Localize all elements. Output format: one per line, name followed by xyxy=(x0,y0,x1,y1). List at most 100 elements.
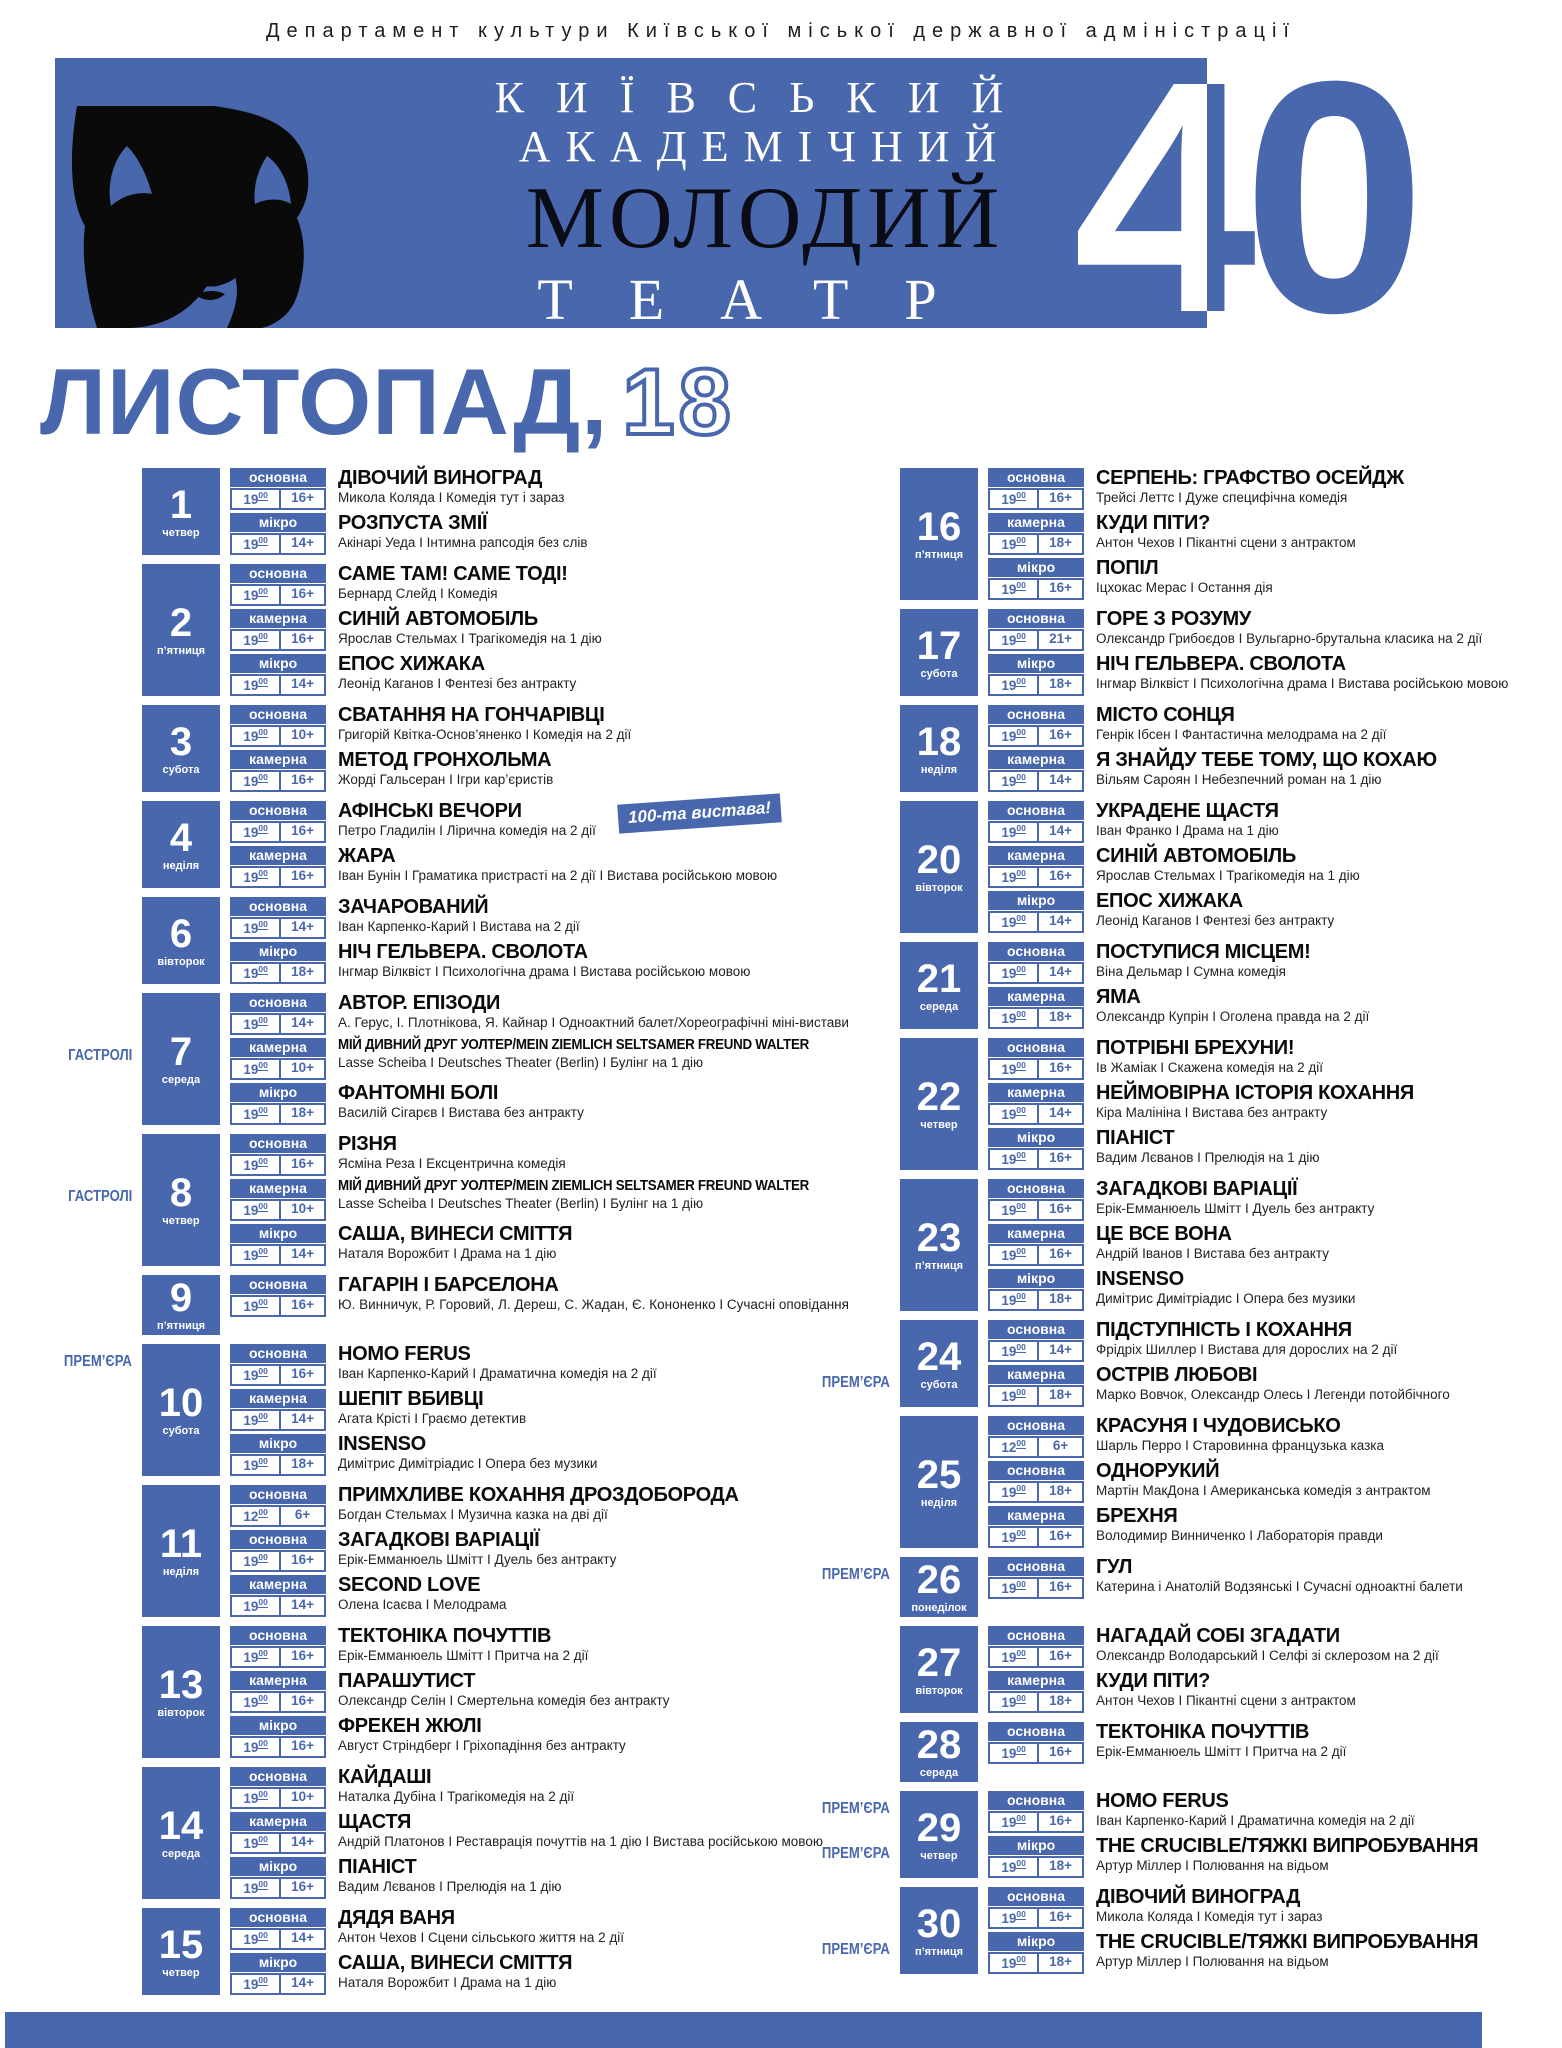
stage-name-label: мікро xyxy=(230,1857,326,1876)
stage-tag: камерна 1900 18+ xyxy=(988,513,1084,555)
age-rating: 10+ xyxy=(291,1060,315,1075)
show-description: Інгмар Вілквіст І Психологічна драма І В… xyxy=(1096,676,1509,692)
show-time-minutes: 00 xyxy=(258,1366,268,1377)
show-description: Вадим Лєванов І Прелюдія на 1 дію xyxy=(338,1879,562,1895)
show-time: 1900 xyxy=(232,676,282,694)
show-title: МІЙ ДИВНИЙ ДРУГ УОЛТЕР/MEIN ZIEMLICH SEL… xyxy=(338,1037,809,1053)
show-description: Ярослав Стельмах І Трагікомедія на 1 дію xyxy=(1096,868,1360,884)
show-time: 1900 xyxy=(990,1648,1040,1666)
stage-name-label: основна xyxy=(988,1416,1084,1435)
stage-tag: камерна 1900 14+ xyxy=(988,750,1084,792)
month-title: ЛИСТОПАД, 18 xyxy=(40,347,735,456)
show-title: ГОРЕ З РОЗУМУ xyxy=(1096,608,1251,630)
show-time: 1900 xyxy=(990,1291,1040,1309)
day-row: 17 субота основна 1900 21+ ГОРЕ З РОЗУМУ Олекс… xyxy=(798,609,1532,696)
show-entry: мікро 1900 18+ INSENSO Димітрис Димітріадис … xyxy=(230,1434,774,1476)
day-box: 9 п’ятниця xyxy=(142,1275,220,1335)
schedule-column-left: 1 четвер основна 1900 16+ ДІВОЧИЙ ВИНОГРАД Мик… xyxy=(40,468,849,1995)
day-box: 10 субота xyxy=(142,1344,220,1476)
show-text: INSENSO Димітрис Димітріадис І Опера без … xyxy=(338,1434,774,1472)
stage-meta: 1900 16+ xyxy=(230,1364,326,1386)
age-rating: 14+ xyxy=(291,1246,315,1261)
show-title: ЖАРА xyxy=(338,845,396,867)
show-description: А. Герус, І. Плотнікова, Я. Кайнар І Одн… xyxy=(338,1015,849,1031)
stage-tag: камерна 1900 14+ xyxy=(230,1812,326,1854)
show-time: 1900 xyxy=(990,1105,1040,1123)
show-entry: камерна 1900 16+ СИНІЙ АВТОМОБІЛЬ Ярослав Ст… xyxy=(988,846,1532,888)
show-text: ФАНТОМНІ БОЛІ Василій Сігарєв І Вистава б… xyxy=(338,1083,850,1121)
show-description: Шарль Перро І Старовинна французька казк… xyxy=(1096,1438,1384,1454)
show-description: Ю. Винничук, Р. Горовий, Л. Дереш, С. Жа… xyxy=(338,1297,849,1313)
stage-tag: мікро 1900 16+ xyxy=(988,558,1084,600)
age-rating: 16+ xyxy=(291,1648,315,1663)
day-weekday: субота xyxy=(920,667,958,680)
stage-name-label: основна xyxy=(988,1038,1084,1057)
day-number: 11 xyxy=(159,1522,203,1566)
show-text: ТЕКТОНІКА ПОЧУТТІВ Ерік-Емманюель Шмітт І… xyxy=(1096,1722,1532,1760)
show-title: ЗАГАДКОВІ ВАРІАЦІЇ xyxy=(1096,1178,1298,1200)
day-row: 1 четвер основна 1900 16+ ДІВОЧИЙ ВИНОГРАД Мик… xyxy=(40,468,774,555)
show-text: КРАСУНЯ І ЧУДОВИСЬКО Шарль Перро І Старов… xyxy=(1096,1416,1532,1454)
day-box: 16 п’ятниця xyxy=(900,468,978,600)
show-time-minutes: 00 xyxy=(1016,1954,1026,1965)
stage-meta: 1900 16+ xyxy=(988,1526,1084,1548)
show-title: САША, ВИНЕСИ СМІТТЯ xyxy=(338,1223,573,1245)
stage-meta: 1900 14+ xyxy=(230,1973,326,1995)
show-description: Володимир Винниченко І Лабораторія правд… xyxy=(1096,1528,1383,1544)
show-time-minutes: 00 xyxy=(258,964,268,975)
stage-name-label: мікро xyxy=(988,1128,1084,1147)
stage-meta: 1900 18+ xyxy=(988,1952,1084,1974)
show-title: ПІАНІСТ xyxy=(338,1856,417,1878)
show-description: Іван Бунін І Граматика пристрасті на 2 д… xyxy=(338,868,778,884)
show-time-minutes: 00 xyxy=(258,919,268,930)
stage-tag: камерна 1900 16+ xyxy=(230,846,326,888)
show-entry: основна 1900 16+ ТЕКТОНІКА ПОЧУТТІВ Ерік-Емм… xyxy=(230,1626,774,1668)
age-rating: 16+ xyxy=(291,631,315,646)
show-time-minutes: 00 xyxy=(1016,1744,1026,1755)
show-description: Микола Коляда І Комедія тут і зараз xyxy=(338,490,565,506)
month-name: ЛИСТОПАД, xyxy=(40,349,609,454)
show-time: 1900 xyxy=(990,823,1040,841)
day-box: 28 середа xyxy=(900,1722,978,1782)
show-description: Григорій Квітка-Основ’яненко І Комедія н… xyxy=(338,727,632,743)
show-title: ФАНТОМНІ БОЛІ xyxy=(338,1082,499,1104)
show-time-minutes: 00 xyxy=(1016,1648,1026,1659)
show-entry: мікро 1900 18+ ФАНТОМНІ БОЛІ Василій Сігарєв… xyxy=(230,1083,850,1125)
show-entry: мікро 1900 18+ THE CRUCIBLE/ТЯЖКІ ВИПРОБУВА… xyxy=(988,1932,1532,1974)
day-row: 23 п’ятниця основна 1900 16+ ЗАГАДКОВІ ВАРІАЦ… xyxy=(798,1179,1532,1311)
show-title: КРАСУНЯ І ЧУДОВИСЬКО xyxy=(1096,1415,1341,1437)
show-entry: основна 1900 16+ ЗАГАДКОВІ ВАРІАЦІЇ Ерік-Емм… xyxy=(230,1530,774,1572)
age-rating: 6+ xyxy=(294,1507,311,1522)
day-weekday: понеділок xyxy=(911,1602,967,1614)
show-title: ШЕПІТ ВБИВЦІ xyxy=(338,1388,484,1410)
show-text: HOMO FERUS Іван Карпенко-Карий І Драматич… xyxy=(338,1344,774,1382)
stage-tag: основна 1900 16+ xyxy=(988,1626,1084,1668)
show-title: ДІВОЧИЙ ВИНОГРАД xyxy=(338,467,543,489)
day-row: 13 вівторок основна 1900 16+ ТЕКТОНІКА ПОЧУТТ… xyxy=(40,1626,774,1758)
show-title: ДЯДЯ ВАНЯ xyxy=(338,1907,455,1929)
show-entry: мікро 1900 14+ ЕПОС ХИЖАКА Леонід Каганов І … xyxy=(988,891,1532,933)
age-rating: 14+ xyxy=(1049,913,1073,928)
stage-tag: камерна 1900 18+ xyxy=(988,1671,1084,1713)
show-title: СВАТАННЯ НА ГОНЧАРІВЦІ xyxy=(338,704,605,726)
age-rating: 16+ xyxy=(1049,490,1073,505)
show-time: 1900 xyxy=(990,1528,1040,1546)
show-entry: камерна 1900 16+ ПАРАШУТИСТ Олександр Селін … xyxy=(230,1671,774,1713)
stage-tag: камерна 1900 18+ xyxy=(988,987,1084,1029)
stage-meta: 1900 16+ xyxy=(230,1154,326,1176)
show-time-minutes: 00 xyxy=(258,1156,268,1167)
stage-meta: 1900 16+ xyxy=(988,1907,1084,1929)
age-rating: 10+ xyxy=(291,1201,315,1216)
theater-name: КИЇВСЬКИЙ АКАДЕМІЧНИЙ МОЛОДИЙ ТЕАТР xyxy=(385,73,1145,335)
theater-name-line4: ТЕАТР xyxy=(537,266,993,332)
show-description: Іван Карпенко-Карий І Драматична комедія… xyxy=(1096,1813,1415,1829)
day-number: 26 xyxy=(916,1558,962,1602)
show-time: 1900 xyxy=(232,631,282,649)
day-weekday: неділя xyxy=(162,1566,200,1578)
stage-meta: 1900 10+ xyxy=(230,1199,326,1221)
day-row: 10 субота ПРЕМ’ЄРА основна 1900 16+ HOMO FERUS… xyxy=(40,1344,774,1476)
stage-name-label: основна xyxy=(988,1791,1084,1810)
show-time: 1900 xyxy=(990,676,1040,694)
show-description: Іван Карпенко-Карий І Драматична комедія… xyxy=(338,1366,657,1382)
show-time-minutes: 00 xyxy=(1016,580,1026,591)
